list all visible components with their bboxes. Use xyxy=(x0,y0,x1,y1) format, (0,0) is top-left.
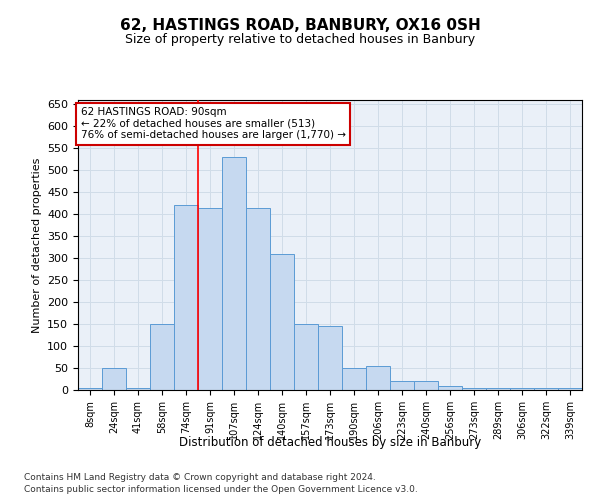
Bar xyxy=(534,388,558,390)
Bar xyxy=(198,208,222,390)
Text: Size of property relative to detached houses in Banbury: Size of property relative to detached ho… xyxy=(125,32,475,46)
Bar xyxy=(174,206,198,390)
Bar xyxy=(366,366,390,390)
Y-axis label: Number of detached properties: Number of detached properties xyxy=(32,158,41,332)
Bar xyxy=(78,388,102,390)
Bar xyxy=(414,381,438,390)
Text: 62, HASTINGS ROAD, BANBURY, OX16 0SH: 62, HASTINGS ROAD, BANBURY, OX16 0SH xyxy=(119,18,481,32)
Text: Contains public sector information licensed under the Open Government Licence v3: Contains public sector information licen… xyxy=(24,485,418,494)
Bar xyxy=(126,388,150,390)
Bar xyxy=(270,254,294,390)
Text: Distribution of detached houses by size in Banbury: Distribution of detached houses by size … xyxy=(179,436,481,449)
Text: Contains HM Land Registry data © Crown copyright and database right 2024.: Contains HM Land Registry data © Crown c… xyxy=(24,472,376,482)
Bar xyxy=(558,388,582,390)
Bar xyxy=(222,157,246,390)
Bar xyxy=(438,386,462,390)
Bar xyxy=(294,324,318,390)
Bar xyxy=(246,208,270,390)
Text: 62 HASTINGS ROAD: 90sqm
← 22% of detached houses are smaller (513)
76% of semi-d: 62 HASTINGS ROAD: 90sqm ← 22% of detache… xyxy=(80,108,346,140)
Bar xyxy=(462,388,486,390)
Bar xyxy=(342,368,366,390)
Bar xyxy=(318,326,342,390)
Bar xyxy=(150,324,174,390)
Bar xyxy=(102,368,126,390)
Bar xyxy=(510,388,534,390)
Bar xyxy=(486,388,510,390)
Bar xyxy=(390,381,414,390)
